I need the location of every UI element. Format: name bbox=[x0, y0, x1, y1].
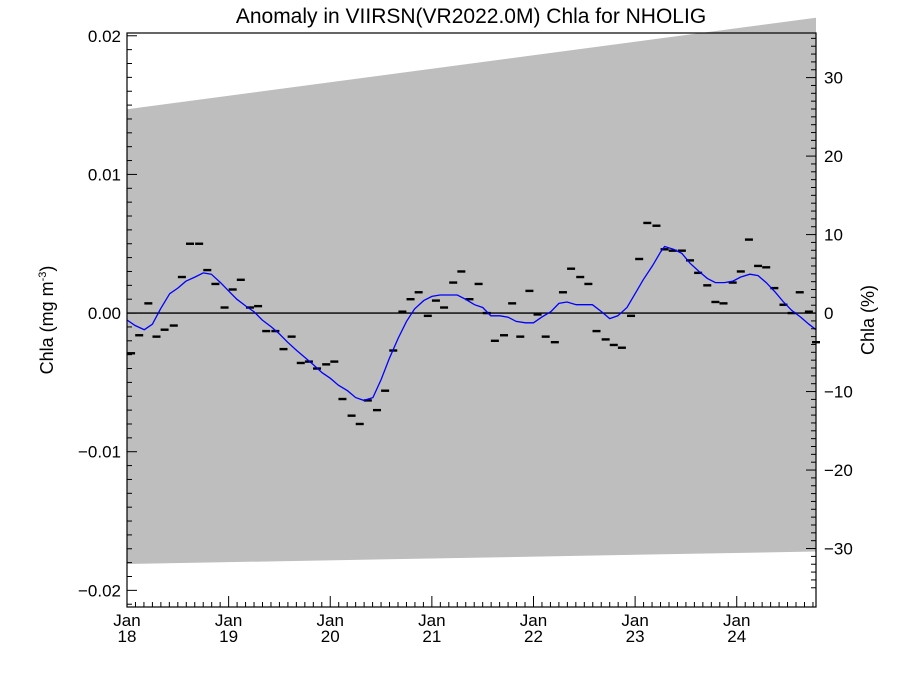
x-tick-label-month: Jan bbox=[113, 611, 140, 630]
x-tick-label-month: Jan bbox=[317, 611, 344, 630]
chart-title: Anomaly in VIIRSN(VR2022.0M) Chla for NH… bbox=[236, 5, 706, 28]
y-right-tick-label: 10 bbox=[824, 226, 843, 245]
y-left-tick-label: 0.01 bbox=[88, 165, 121, 184]
x-tick-label-year: 22 bbox=[524, 627, 543, 646]
y-axis-left-label-superscript: -3 bbox=[37, 272, 49, 282]
y-right-tick-label: −30 bbox=[824, 540, 853, 559]
y-axis-left-label-close: ) bbox=[37, 266, 57, 272]
y-left-tick-label: 0.02 bbox=[88, 27, 121, 46]
y-right-tick-label: 0 bbox=[824, 304, 833, 323]
uncertainty-band-layer bbox=[127, 17, 816, 564]
x-tick-label-month: Jan bbox=[723, 611, 750, 630]
y-axis-left-label-text: Chla (mg m bbox=[37, 281, 57, 374]
x-tick-label-year: 24 bbox=[727, 627, 746, 646]
axis-labels-layer: Chla (mg m-3) Chla (%) bbox=[37, 266, 878, 375]
x-tick-label-year: 19 bbox=[219, 627, 238, 646]
x-tick-label-year: 18 bbox=[118, 627, 137, 646]
y-axis-left-label: Chla (mg m-3) bbox=[37, 266, 57, 375]
y-left-tick-label: −0.01 bbox=[78, 443, 121, 462]
axes-layer: 0.02 0.01 0.00 −0.01 −0.02 30 20 10 0 −10 −20 −30 Ja… bbox=[78, 27, 853, 646]
x-tick-label-month: Jan bbox=[621, 611, 648, 630]
x-tick-label-year: 23 bbox=[626, 627, 645, 646]
y-axis-right-label: Chla (%) bbox=[858, 285, 878, 355]
x-tick-label-year: 21 bbox=[422, 627, 441, 646]
y-right-tick-label: −20 bbox=[824, 461, 853, 480]
y-right-tick-label: 30 bbox=[824, 69, 843, 88]
series-layer bbox=[126, 221, 820, 426]
monthly-anomaly-series bbox=[127, 221, 820, 426]
x-tick-label-year: 20 bbox=[321, 627, 340, 646]
y-left-tick-label: 0.00 bbox=[88, 304, 121, 323]
x-tick-label-month: Jan bbox=[215, 611, 242, 630]
x-tick-label-month: Jan bbox=[520, 611, 547, 630]
y-right-tick-label: −10 bbox=[824, 383, 853, 402]
plot-frame bbox=[126, 32, 817, 608]
smoothed-anomaly-line bbox=[126, 245, 817, 402]
y-right-tick-label: 20 bbox=[824, 147, 843, 166]
uncertainty-band bbox=[127, 17, 816, 564]
y-left-tick-label: −0.02 bbox=[78, 581, 121, 600]
x-tick-label-month: Jan bbox=[418, 611, 445, 630]
